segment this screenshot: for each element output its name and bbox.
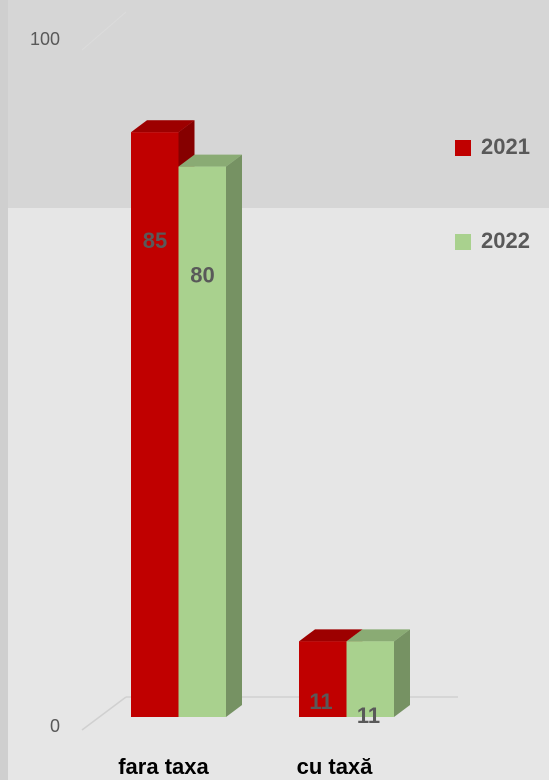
x-tick-label: cu taxă bbox=[297, 754, 374, 779]
bar-side-shade bbox=[394, 629, 410, 717]
bar-top bbox=[178, 154, 242, 167]
bar-top bbox=[131, 120, 195, 133]
legend-swatch bbox=[455, 140, 471, 156]
plot-background bbox=[0, 208, 549, 780]
bar-top bbox=[299, 629, 363, 642]
legend-swatch bbox=[455, 234, 471, 250]
back-wall bbox=[0, 0, 549, 208]
legend-label: 2021 bbox=[481, 134, 530, 159]
bar-front bbox=[178, 166, 226, 718]
floor-edge bbox=[81, 696, 127, 731]
y-tick-label: 100 bbox=[30, 29, 60, 49]
left-edge bbox=[0, 0, 8, 780]
bar-front bbox=[299, 641, 347, 717]
legend-label: 2022 bbox=[481, 228, 530, 253]
bar-side bbox=[226, 154, 242, 718]
bar-top-shade bbox=[346, 629, 410, 642]
bar bbox=[346, 629, 410, 717]
value-label: 80 bbox=[190, 262, 214, 287]
y-tick-label: 0 bbox=[50, 716, 60, 736]
bar-top-shade bbox=[299, 629, 363, 642]
bar-side-shade bbox=[226, 154, 242, 718]
x-tick-label: fara taxa bbox=[118, 754, 209, 779]
value-label: 11 bbox=[357, 703, 380, 728]
bar-top-shade bbox=[178, 154, 242, 167]
bar-front bbox=[346, 641, 394, 717]
top-edge bbox=[81, 11, 127, 51]
value-label: 11 bbox=[309, 689, 332, 714]
bar-front bbox=[131, 132, 179, 717]
value-label: 85 bbox=[143, 228, 167, 253]
bar-top-shade bbox=[131, 120, 195, 133]
bar bbox=[178, 154, 242, 718]
bar-side bbox=[394, 629, 410, 717]
bar-top bbox=[346, 629, 410, 642]
